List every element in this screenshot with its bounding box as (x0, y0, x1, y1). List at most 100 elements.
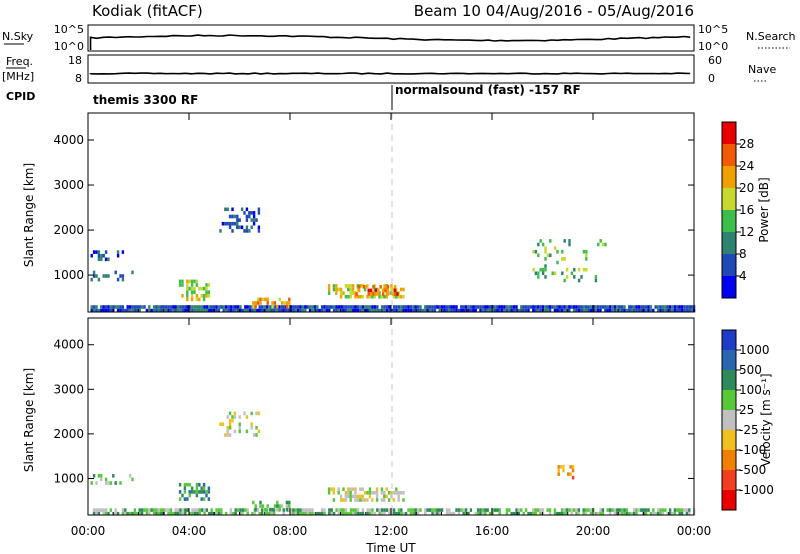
range-cell (378, 308, 381, 313)
range-cell (278, 297, 281, 302)
range-cell (288, 301, 291, 305)
range-cell (116, 253, 120, 258)
range-cell (363, 491, 367, 495)
range-cell (198, 511, 201, 516)
range-cell (109, 305, 113, 309)
range-cell (616, 511, 619, 516)
range-cell (344, 294, 348, 299)
range-cell (469, 305, 473, 309)
range-cell (575, 508, 578, 512)
range-cell (138, 511, 141, 516)
range-cell (183, 497, 187, 501)
range-cell (560, 508, 564, 512)
range-cell (544, 308, 547, 313)
range-cell (565, 308, 569, 313)
range-cell (351, 287, 355, 292)
range-cell (90, 305, 93, 309)
range-cell (392, 305, 396, 309)
range-cell (355, 292, 358, 296)
range-cell (339, 494, 343, 499)
range-cell (349, 291, 352, 295)
range-cell (433, 508, 437, 512)
range-cell (332, 491, 336, 495)
range-cell (359, 487, 362, 491)
range-cell (272, 511, 276, 516)
range-cell (500, 305, 504, 309)
range-cell (238, 225, 241, 230)
range-cell (570, 508, 573, 512)
range-cell (676, 308, 679, 313)
range-cell (383, 491, 386, 495)
cpid-label: CPID (6, 90, 35, 103)
range-cell (280, 308, 283, 313)
range-cell (198, 297, 201, 302)
range-cell (100, 308, 103, 313)
freq-trace (89, 72, 691, 75)
freq-unit: [MHz] (2, 70, 34, 83)
range-cell (553, 511, 557, 516)
range-cell (589, 308, 593, 313)
range-cell (318, 308, 321, 313)
range-cell (393, 292, 397, 296)
range-cell (245, 225, 249, 230)
range-cell (544, 305, 547, 309)
range-cell (656, 305, 660, 309)
range-cell (522, 308, 525, 313)
range-cell (565, 305, 569, 309)
range-cell (393, 285, 397, 289)
range-cell (198, 286, 201, 291)
range-cell (188, 490, 191, 494)
range-cell (100, 477, 103, 482)
range-cell (104, 477, 108, 482)
range-cell (251, 511, 254, 516)
range-cell (520, 508, 523, 512)
range-cell (169, 305, 173, 309)
range-cell (243, 229, 246, 233)
range-cell (652, 511, 655, 516)
range-cell (236, 221, 239, 226)
range-cell (254, 507, 257, 512)
range-cell (244, 508, 247, 512)
range-cell (186, 508, 189, 512)
range-cell (254, 504, 257, 508)
range-cell (632, 508, 636, 512)
range-cell (193, 305, 197, 309)
range-cell (587, 305, 590, 309)
range-cell (313, 305, 317, 309)
range-cell (311, 305, 314, 309)
range-cell (97, 250, 101, 254)
range-cell (304, 305, 307, 309)
range-cell (354, 308, 357, 313)
range-cell (635, 511, 638, 516)
range-cell (580, 275, 583, 279)
range-cell (568, 308, 571, 313)
range-cell (294, 308, 297, 313)
range-cell (239, 308, 242, 313)
range-cell (102, 308, 105, 313)
range-cell (443, 308, 446, 313)
range-cell (186, 482, 189, 487)
range-cell (356, 508, 360, 512)
range-cell (620, 305, 624, 309)
range-cell (392, 308, 396, 313)
range-cell (570, 271, 574, 276)
range-cell (228, 221, 232, 226)
range-cell (344, 491, 348, 495)
range-cell (234, 308, 237, 313)
range-cell (484, 508, 487, 512)
ytick-label: 1000 (53, 471, 84, 485)
range-cell (582, 308, 585, 313)
range-cell (548, 508, 552, 512)
range-cell (469, 508, 473, 512)
range-cell (637, 508, 641, 512)
range-cell (169, 308, 173, 313)
range-cell (268, 511, 271, 516)
range-cell (481, 508, 485, 512)
range-cell (316, 511, 319, 516)
range-cell (585, 253, 588, 258)
range-cell (222, 305, 225, 309)
range-cell (328, 508, 331, 512)
range-cell (294, 511, 297, 516)
range-cell (642, 508, 645, 512)
power-colorbar-label: Power [dB] (757, 177, 771, 242)
